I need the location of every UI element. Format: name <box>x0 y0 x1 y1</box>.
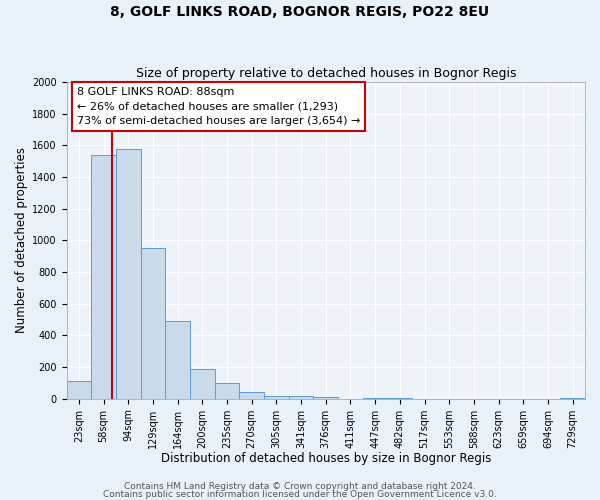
X-axis label: Distribution of detached houses by size in Bognor Regis: Distribution of detached houses by size … <box>161 452 491 465</box>
Bar <box>67 382 91 398</box>
Text: Contains public sector information licensed under the Open Government Licence v3: Contains public sector information licen… <box>103 490 497 499</box>
Text: 8, GOLF LINKS ROAD, BOGNOR REGIS, PO22 8EU: 8, GOLF LINKS ROAD, BOGNOR REGIS, PO22 8… <box>110 5 490 19</box>
Text: Contains HM Land Registry data © Crown copyright and database right 2024.: Contains HM Land Registry data © Crown c… <box>124 482 476 491</box>
Bar <box>313 397 338 398</box>
Bar <box>264 396 289 398</box>
Bar <box>91 155 116 398</box>
Bar <box>140 248 165 398</box>
Bar <box>116 148 140 398</box>
Bar <box>165 321 190 398</box>
Bar <box>215 383 239 398</box>
Text: 8 GOLF LINKS ROAD: 88sqm
← 26% of detached houses are smaller (1,293)
73% of sem: 8 GOLF LINKS ROAD: 88sqm ← 26% of detach… <box>77 87 360 126</box>
Bar <box>289 396 313 398</box>
Title: Size of property relative to detached houses in Bognor Regis: Size of property relative to detached ho… <box>136 66 516 80</box>
Y-axis label: Number of detached properties: Number of detached properties <box>15 148 28 334</box>
Bar <box>239 392 264 398</box>
Bar <box>190 368 215 398</box>
